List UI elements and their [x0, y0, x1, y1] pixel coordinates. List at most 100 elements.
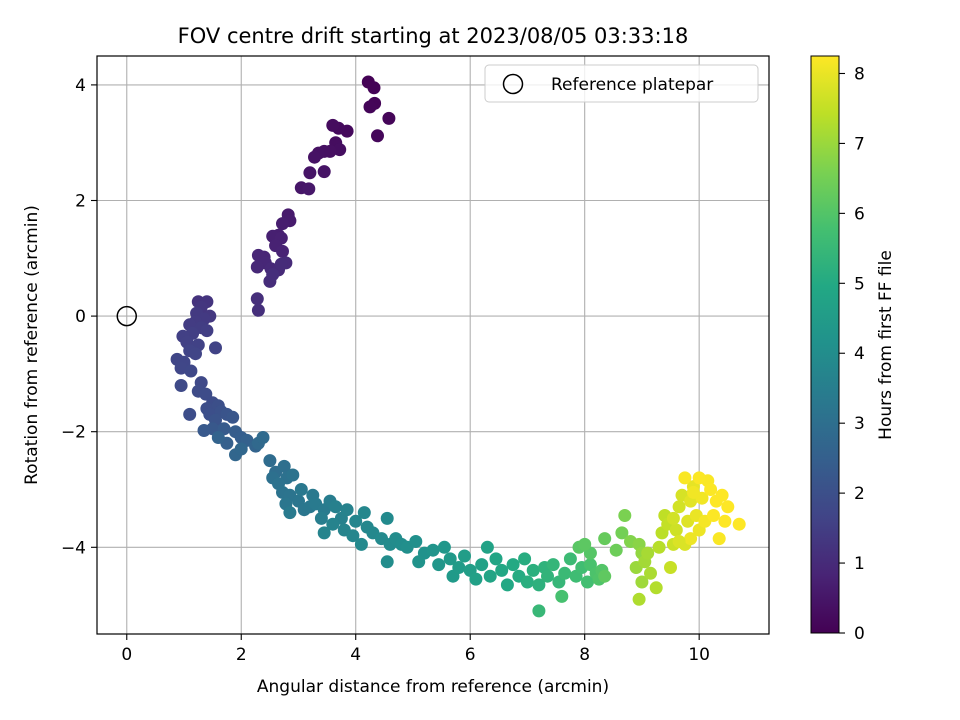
data-point: [437, 540, 451, 554]
data-point: [197, 424, 211, 437]
data-point: [686, 485, 700, 499]
y-tick-label: −2: [61, 423, 86, 443]
data-point: [483, 569, 497, 583]
data-point: [692, 471, 706, 485]
x-tick-label: 10: [688, 645, 710, 665]
plot-frame: [96, 55, 770, 635]
colorbar-gradient: [810, 55, 840, 634]
data-point: [669, 523, 683, 537]
data-point: [581, 575, 594, 589]
data-point: [340, 503, 354, 517]
data-point: [263, 454, 277, 468]
y-tick-label: 4: [75, 76, 86, 96]
data-point: [326, 517, 340, 531]
y-tick-label: 2: [75, 192, 86, 212]
data-point: [546, 558, 560, 572]
data-point: [346, 529, 360, 543]
data-point: [458, 549, 471, 563]
data-point: [555, 589, 569, 603]
data-point: [518, 552, 532, 566]
data-point: [532, 604, 546, 618]
legend-marker-icon: [502, 73, 524, 95]
data-point: [426, 543, 440, 557]
data-point: [256, 431, 270, 444]
x-tick-label: 6: [465, 645, 476, 665]
data-point: [409, 535, 423, 548]
x-tick-label: 2: [236, 645, 247, 665]
data-point: [183, 407, 197, 421]
legend-box: [484, 64, 759, 103]
data-point: [558, 566, 572, 580]
x-axis: 0 2 4 6 8 10: [121, 634, 710, 665]
chart-title: FOV centre drift starting at 2023/08/05 …: [178, 24, 689, 48]
x-tick-label: 8: [579, 645, 590, 665]
colorbar-tick-label: 7: [854, 134, 865, 154]
data-point: [357, 506, 371, 520]
x-tick-label: 0: [121, 645, 132, 665]
data-point: [672, 500, 686, 514]
data-point: [174, 379, 188, 392]
data-point: [314, 511, 328, 525]
colorbar-tick-label: 2: [854, 484, 865, 504]
colorbar-tick-label: 3: [854, 414, 865, 434]
data-point: [652, 540, 666, 554]
data-point: [250, 260, 264, 274]
y-axis-label: Rotation from reference (arcmin): [22, 205, 42, 485]
data-point: [251, 303, 265, 317]
data-point: [432, 558, 446, 572]
data-point: [732, 517, 746, 531]
data-point: [721, 500, 735, 514]
data-point: [286, 468, 300, 482]
data-point: [615, 526, 629, 540]
data-point: [678, 471, 692, 485]
data-point: [541, 569, 554, 583]
colorbar-tick-label: 8: [854, 64, 865, 84]
data-point: [500, 578, 514, 592]
data-point: [189, 347, 202, 361]
data-point: [609, 543, 623, 557]
data-point: [469, 572, 483, 586]
data-point: [211, 431, 225, 444]
data-point: [641, 546, 655, 560]
legend-label: Reference platepar: [551, 75, 713, 95]
data-point: [598, 532, 612, 546]
data-point: [250, 292, 264, 306]
reference-platepar-marker: [116, 305, 138, 327]
data-point: [480, 540, 494, 554]
y-axis: −4 −2 0 2 4: [61, 76, 97, 558]
data-point: [294, 483, 308, 496]
data-point: [302, 182, 316, 196]
data-point: [563, 552, 577, 566]
data-point: [412, 555, 426, 569]
data-point: [672, 535, 686, 548]
data-point: [712, 532, 726, 546]
data-point: [532, 578, 546, 592]
data-point: [684, 532, 698, 546]
data-point: [666, 511, 680, 525]
data-point: [276, 217, 289, 231]
data-point: [506, 558, 520, 572]
data-point: [443, 552, 457, 566]
data-point: [489, 552, 503, 566]
grid: [97, 56, 769, 634]
data-point: [363, 100, 377, 114]
x-tick-label: 4: [350, 645, 361, 665]
data-points: [170, 75, 746, 618]
data-point: [520, 575, 534, 589]
data-point: [317, 165, 331, 179]
data-point: [349, 514, 363, 528]
data-point: [329, 500, 343, 514]
data-point: [644, 566, 657, 580]
colorbar-tick-label: 4: [854, 344, 865, 364]
data-point: [380, 511, 394, 525]
data-point: [266, 268, 280, 281]
data-point: [371, 129, 384, 143]
data-point: [598, 569, 612, 583]
data-point: [707, 509, 720, 522]
data-point: [526, 563, 540, 577]
colorbar-tick-label: 5: [854, 274, 865, 294]
data-point: [200, 324, 214, 338]
data-point: [495, 563, 509, 577]
data-point: [276, 244, 289, 258]
